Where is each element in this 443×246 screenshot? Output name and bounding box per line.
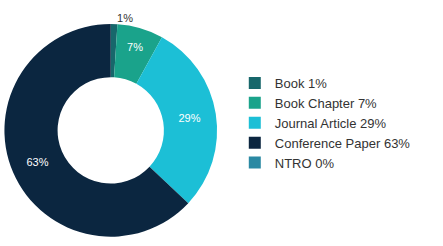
svg-text:Book 1%: Book 1% (275, 76, 327, 91)
svg-text:63%: 63% (26, 156, 48, 168)
svg-text:NTRO 0%: NTRO 0% (275, 156, 335, 171)
svg-text:Book Chapter 7%: Book Chapter 7% (275, 96, 377, 111)
svg-text:Conference Paper 63%: Conference Paper 63% (275, 136, 411, 151)
svg-text:1%: 1% (117, 12, 133, 24)
svg-text:Journal Article 29%: Journal Article 29% (275, 116, 387, 131)
svg-text:7%: 7% (127, 41, 143, 53)
svg-text:29%: 29% (178, 112, 200, 124)
